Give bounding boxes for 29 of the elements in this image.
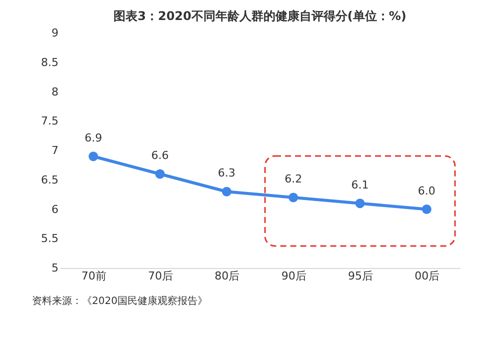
text: 6.0 <box>418 184 436 198</box>
x-tick-label: 90后 <box>281 270 306 282</box>
text: 6.9 <box>84 131 102 144</box>
x-tick-label: 80后 <box>214 270 240 282</box>
x-tick-label: 70前 <box>81 270 106 282</box>
y-tick-label: 7.5 <box>41 114 58 128</box>
text: 6.1 <box>351 178 369 192</box>
y-tick-label: 5 <box>52 262 58 274</box>
chart-title: 图表3：2020不同年龄人群的健康自评得分(单位：%) <box>114 9 406 23</box>
y-tick-label: 8 <box>52 85 58 98</box>
point <box>88 152 98 162</box>
text: 6.6 <box>151 149 169 162</box>
y-tick-label: 5.5 <box>41 232 58 246</box>
y-tick-label: 6 <box>52 202 58 216</box>
y-tick-label: 6.5 <box>41 173 58 186</box>
text: 资料来源：《2020国民健康观察报告》 <box>32 295 208 307</box>
x-tick-label: 95后 <box>348 270 373 282</box>
text: 6.3 <box>218 166 236 180</box>
point <box>422 204 432 214</box>
y-tick-label: 8.5 <box>41 56 58 69</box>
y-tick-label: 7 <box>52 144 58 157</box>
text: 6.2 <box>284 172 302 186</box>
y-tick-label: 9 <box>52 26 58 40</box>
x-tick-label: 00后 <box>414 270 440 282</box>
point <box>355 198 365 208</box>
point <box>155 169 165 179</box>
x-tick-label: 70后 <box>148 270 173 282</box>
point <box>222 186 232 196</box>
point <box>288 192 298 202</box>
